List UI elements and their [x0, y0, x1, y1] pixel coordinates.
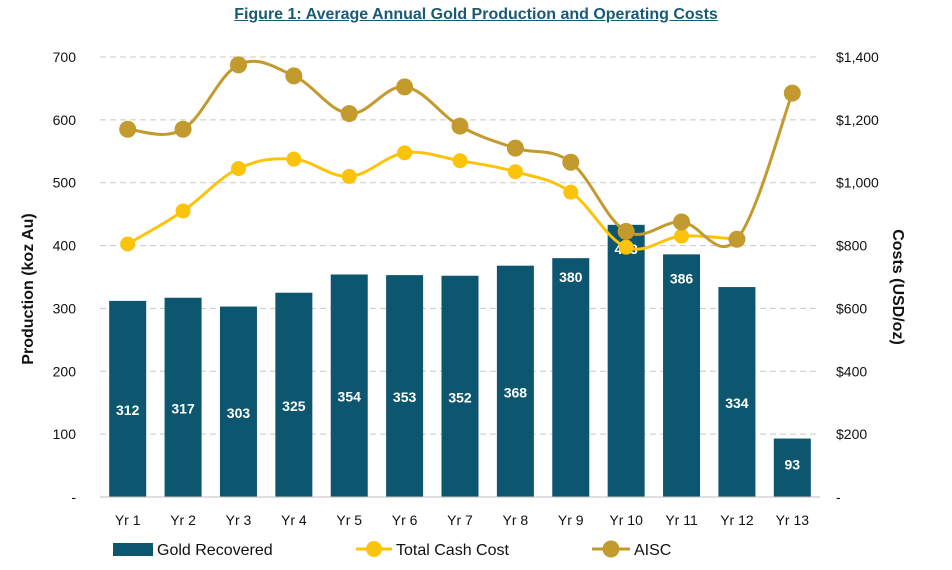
bar	[496, 265, 534, 497]
y2-axis-title: Costs (USD/oz)	[889, 229, 906, 345]
y2-tick-label: $600	[836, 300, 867, 316]
bar-data-label: 380	[559, 269, 583, 285]
legend-marker-total-cash-cost	[366, 541, 382, 557]
x-tick-label: Yr 5	[336, 512, 362, 528]
x-tick-label: Yr 4	[281, 512, 307, 528]
series-point	[563, 184, 579, 200]
series-point	[285, 67, 303, 85]
legend-swatch-gold-recovered	[113, 543, 153, 556]
y2-tick-label: -	[836, 489, 841, 505]
series-point	[340, 105, 358, 123]
legend-label-total-cash-cost: Total Cash Cost	[396, 542, 509, 559]
x-tick-label: Yr 11	[665, 512, 698, 528]
series-point	[286, 151, 302, 167]
y-tick-label: 200	[53, 363, 77, 379]
y-tick-label: 600	[53, 112, 77, 128]
y2-tick-label: $200	[836, 426, 867, 442]
y2-tick-label: $800	[836, 238, 867, 254]
series-point	[230, 161, 246, 177]
y2-tick-label: $1,200	[836, 112, 879, 128]
series-point	[119, 120, 137, 138]
y2-tick-label: $1,000	[836, 175, 879, 191]
legend-label-aisc: AISC	[634, 542, 671, 559]
y-tick-label: 100	[53, 426, 77, 442]
bar	[663, 254, 701, 497]
bar	[552, 258, 590, 497]
bar	[718, 287, 756, 497]
legend-marker-aisc	[602, 540, 620, 558]
x-tick-label: Yr 3	[226, 512, 252, 528]
bar-data-label: 386	[670, 270, 694, 286]
series-point	[175, 203, 191, 219]
series-point	[674, 228, 690, 244]
series-point	[562, 153, 580, 171]
series-point	[452, 153, 468, 169]
bar	[773, 438, 811, 497]
x-tick-label: Yr 9	[558, 512, 584, 528]
bar-data-label: 354	[338, 389, 362, 405]
series-point	[120, 236, 136, 252]
legend: Gold Recovered Total Cash Cost AISC	[113, 540, 671, 559]
series-point	[783, 84, 801, 102]
bar-data-label: 352	[448, 389, 472, 405]
x-tick-label: Yr 1	[115, 512, 141, 528]
y-axis-title: Production (koz Au)	[20, 213, 37, 364]
line-series	[119, 56, 801, 255]
series-point	[397, 145, 413, 161]
series-point	[673, 213, 691, 231]
y-tick-label: -	[71, 489, 76, 505]
x-tick-label: Yr 12	[720, 512, 754, 528]
bar-data-label: 325	[282, 398, 306, 414]
bar	[275, 292, 313, 497]
chart-title: Figure 1: Average Annual Gold Production…	[234, 6, 718, 23]
axes: - - 100 $200 200 $400 300 $600 400 $800 500 $1,000 6…	[20, 49, 906, 528]
bar-data-label: 93	[785, 457, 801, 473]
bar-data-label: 334	[725, 395, 749, 411]
bar	[219, 306, 257, 497]
legend-label-gold-recovered: Gold Recovered	[157, 542, 273, 559]
bar-data-label: 312	[116, 402, 140, 418]
series-point	[617, 222, 635, 240]
series-point	[341, 168, 357, 184]
y2-tick-label: $400	[836, 363, 867, 379]
series-point	[506, 139, 524, 157]
series-point	[728, 230, 746, 248]
bar-data-label: 353	[393, 389, 417, 405]
bar-series: 31231730332535435335236838043338633493	[109, 224, 811, 498]
bar-data-label: 303	[227, 405, 251, 421]
bar	[386, 275, 424, 497]
series-point	[174, 120, 192, 138]
y-tick-label: 400	[53, 238, 77, 254]
bar-data-label: 368	[504, 384, 528, 400]
series-point	[451, 117, 469, 135]
series-point	[618, 239, 634, 255]
x-tick-label: Yr 2	[170, 512, 196, 528]
x-tick-label: Yr 6	[392, 512, 418, 528]
series-point	[229, 56, 247, 74]
bar	[164, 297, 202, 497]
bar-data-label: 317	[171, 400, 195, 416]
series-point	[507, 164, 523, 180]
bar	[330, 274, 368, 497]
series-point	[396, 78, 414, 96]
x-tick-label: Yr 7	[447, 512, 473, 528]
bar	[109, 300, 147, 497]
x-tick-label: Yr 13	[776, 512, 810, 528]
y-tick-label: 700	[53, 49, 77, 65]
x-tick-label: Yr 10	[609, 512, 643, 528]
y-tick-label: 300	[53, 300, 77, 316]
bar	[441, 275, 479, 497]
bar	[607, 224, 645, 498]
y-tick-label: 500	[53, 175, 77, 191]
x-tick-label: Yr 8	[503, 512, 529, 528]
y2-tick-label: $1,400	[836, 49, 879, 65]
